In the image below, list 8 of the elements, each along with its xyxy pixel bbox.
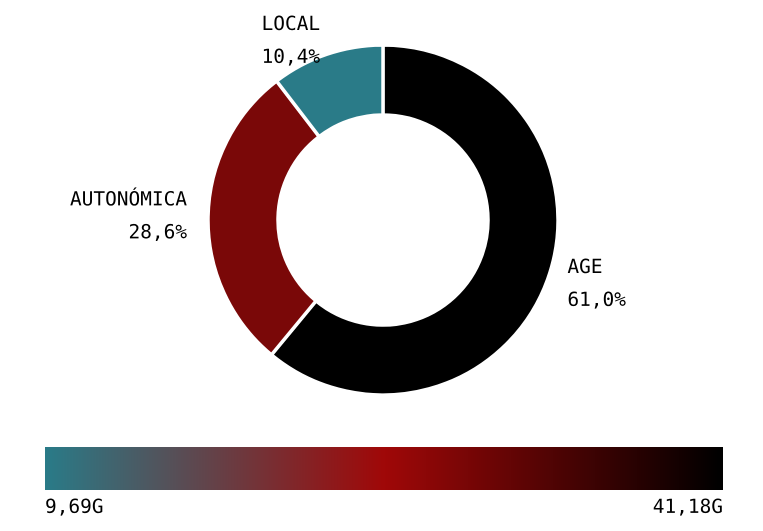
text: 9,69G: [46, 498, 102, 516]
text: 41,18G: [654, 498, 722, 516]
slice-label: AUTONÓMICA: [70, 187, 187, 206]
data-label: 61,0%: [568, 291, 626, 309]
data-label: 28,6%: [130, 224, 187, 242]
slice-label: AGE: [568, 258, 602, 274]
data-label: 10,4%: [264, 48, 320, 66]
slice-label: LOCAL: [264, 16, 320, 30]
